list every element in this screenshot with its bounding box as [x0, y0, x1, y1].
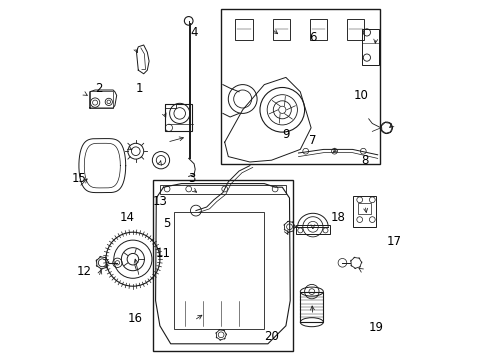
- Bar: [309, 19, 326, 40]
- Text: 1: 1: [135, 82, 143, 95]
- Text: 12: 12: [77, 265, 92, 278]
- Text: 4: 4: [190, 26, 198, 39]
- Bar: [352, 196, 375, 227]
- Bar: [300, 292, 323, 322]
- Text: 2: 2: [95, 82, 102, 95]
- Bar: [221, 9, 379, 164]
- Bar: [357, 203, 370, 214]
- Text: 18: 18: [330, 211, 345, 224]
- Bar: [295, 225, 329, 234]
- Bar: [165, 104, 192, 131]
- Text: 15: 15: [71, 172, 86, 185]
- Bar: [160, 185, 285, 194]
- Text: 7: 7: [308, 134, 316, 147]
- Text: 17: 17: [386, 235, 401, 248]
- Bar: [235, 19, 252, 40]
- Text: 10: 10: [353, 89, 368, 102]
- Text: 13: 13: [152, 195, 167, 208]
- Text: 8: 8: [361, 154, 368, 167]
- Bar: [165, 104, 176, 108]
- Text: 9: 9: [282, 129, 289, 141]
- Text: 19: 19: [367, 321, 383, 334]
- Text: 16: 16: [127, 312, 142, 325]
- Bar: [272, 19, 289, 40]
- Bar: [361, 29, 378, 65]
- Text: 11: 11: [156, 247, 171, 260]
- Text: 5: 5: [163, 217, 170, 230]
- Bar: [152, 180, 292, 351]
- Bar: [346, 19, 364, 40]
- Text: 3: 3: [188, 172, 196, 185]
- Bar: [174, 212, 264, 329]
- Text: 14: 14: [120, 211, 135, 224]
- Text: 20: 20: [264, 330, 278, 343]
- Text: 6: 6: [308, 31, 316, 44]
